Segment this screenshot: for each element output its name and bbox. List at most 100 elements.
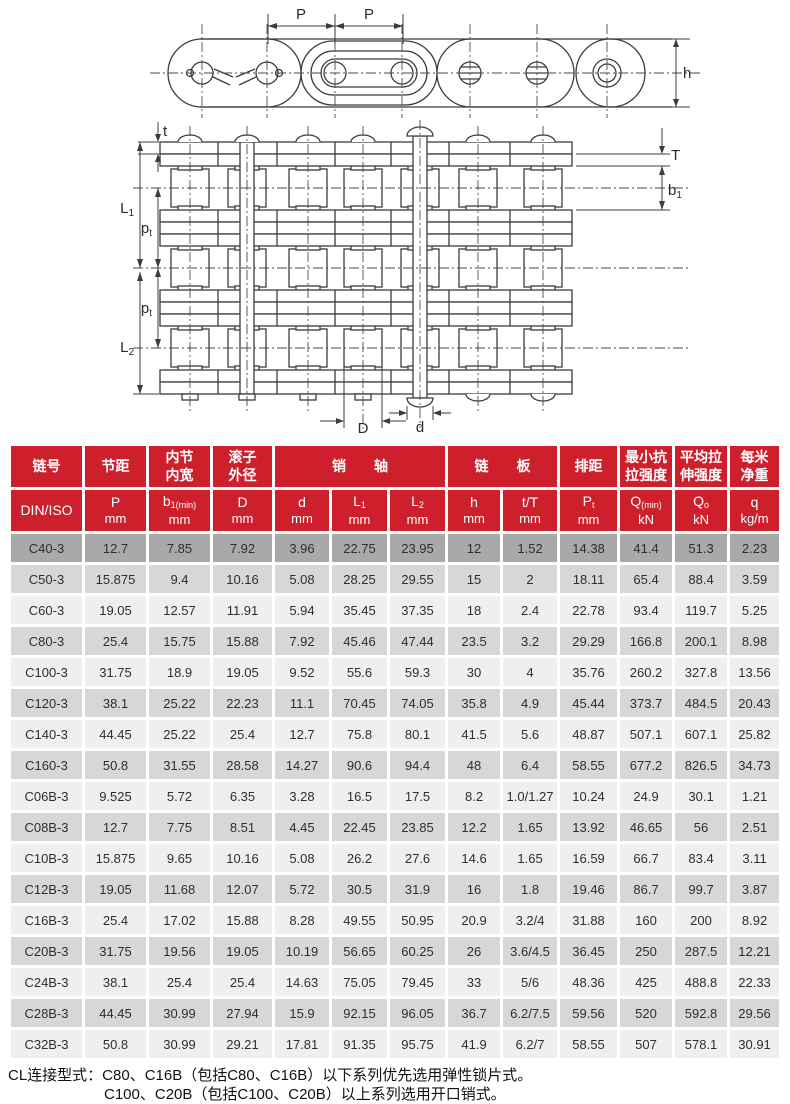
value-cell: 12.57 (149, 596, 210, 624)
chain-no-cell: C12B-3 (11, 875, 82, 903)
value-cell: 8.98 (730, 627, 780, 655)
value-cell: 29.21 (213, 1030, 272, 1058)
value-cell: 60.25 (390, 937, 446, 965)
value-cell: 30.91 (730, 1030, 780, 1058)
value-cell: 19.05 (85, 875, 146, 903)
column-header: L2 mm (390, 490, 446, 531)
table-body: C40-3 12.7 7.85 7.92 3.96 22.75 23.95 12 1.52 14.… (11, 534, 780, 1058)
dimension-T: T (576, 128, 680, 167)
value-cell: 95.75 (390, 1030, 446, 1058)
dim-label-b1: b1 (668, 182, 682, 201)
value-cell: 12.7 (85, 813, 146, 841)
dimension-L2: L2 (120, 272, 159, 395)
value-cell: 18 (448, 596, 501, 624)
value-cell: 19.56 (149, 937, 210, 965)
value-cell: 56.65 (332, 937, 387, 965)
value-cell: 5.25 (730, 596, 780, 624)
value-cell: 58.55 (560, 1030, 618, 1058)
value-cell: 31.55 (149, 751, 210, 779)
table-row: C100-3 31.75 18.9 19.05 9.52 55.6 59.3 30 4 35.76… (11, 658, 780, 686)
column-group-header: 滚子 外径 (213, 446, 272, 487)
value-cell: 94.4 (390, 751, 446, 779)
value-cell: 22.78 (560, 596, 618, 624)
value-cell: 14.6 (448, 844, 501, 872)
value-cell: 56 (675, 813, 728, 841)
column-header: b1(min) mm (149, 490, 210, 531)
value-cell: 1.8 (503, 875, 558, 903)
dim-label-d: d (416, 419, 424, 436)
value-cell: 250 (620, 937, 673, 965)
value-cell: 96.05 (390, 999, 446, 1027)
chain-no-cell: C140-3 (11, 720, 82, 748)
value-cell: 373.7 (620, 689, 673, 717)
value-cell: 59.56 (560, 999, 618, 1027)
note-line-1: CL连接型式：C80、C16B（包括C80、C16B）以下系列优先选用弹性锁片式… (8, 1067, 533, 1084)
chain-no-cell: C32B-3 (11, 1030, 82, 1058)
value-cell: 12.2 (448, 813, 501, 841)
value-cell: 41.9 (448, 1030, 501, 1058)
dim-label-pt2: pt (141, 300, 152, 319)
table-row: C60-3 19.05 12.57 11.91 5.94 35.45 37.35 18 2.4 2… (11, 596, 780, 624)
value-cell: 10.19 (275, 937, 329, 965)
value-cell: 12.07 (213, 875, 272, 903)
value-cell: 16 (448, 875, 501, 903)
value-cell: 607.1 (675, 720, 728, 748)
table-row: C08B-3 12.7 7.75 8.51 4.45 22.45 23.85 12.2 1.65… (11, 813, 780, 841)
value-cell: 8.2 (448, 782, 501, 810)
value-cell: 41.4 (620, 534, 673, 562)
value-cell: 92.15 (332, 999, 387, 1027)
value-cell: 425 (620, 968, 673, 996)
dimension-pt2: pt (141, 268, 161, 348)
column-group-header: 链号 (11, 446, 82, 487)
dim-label-p2: P (364, 6, 374, 23)
value-cell: 5.72 (275, 875, 329, 903)
value-cell: 18.11 (560, 565, 618, 593)
value-cell: 10.16 (213, 565, 272, 593)
value-cell: 35.8 (448, 689, 501, 717)
value-cell: 14.63 (275, 968, 329, 996)
value-cell: 12 (448, 534, 501, 562)
value-cell: 5.6 (503, 720, 558, 748)
dimension-plate-height: h (648, 38, 691, 108)
dim-label-T: T (671, 147, 680, 164)
cotter-pin-icon (185, 68, 284, 86)
value-cell: 200 (675, 906, 728, 934)
value-cell: 160 (620, 906, 673, 934)
value-cell: 5/6 (503, 968, 558, 996)
column-group-header: 最小抗 拉强度 (620, 446, 673, 487)
value-cell: 592.8 (675, 999, 728, 1027)
value-cell: 1.65 (503, 844, 558, 872)
value-cell: 9.65 (149, 844, 210, 872)
chain-no-cell: C160-3 (11, 751, 82, 779)
table-row: C80-3 25.4 15.75 15.88 7.92 45.46 47.44 23.5 3.2… (11, 627, 780, 655)
dim-label-D: D (358, 420, 369, 437)
value-cell: 11.1 (275, 689, 329, 717)
value-cell: 48.87 (560, 720, 618, 748)
value-cell: 31.75 (85, 658, 146, 686)
value-cell: 28.25 (332, 565, 387, 593)
dimension-t: t (138, 122, 168, 172)
dimension-D: D (320, 340, 406, 437)
value-cell: 4.9 (503, 689, 558, 717)
column-header: Q(min) kN (620, 490, 673, 531)
value-cell: 26.2 (332, 844, 387, 872)
value-cell: 37.35 (390, 596, 446, 624)
value-cell: 58.55 (560, 751, 618, 779)
value-cell: 3.2/4 (503, 906, 558, 934)
value-cell: 19.05 (213, 937, 272, 965)
value-cell: 15.875 (85, 565, 146, 593)
value-cell: 15.75 (149, 627, 210, 655)
value-cell: 27.6 (390, 844, 446, 872)
value-cell: 45.46 (332, 627, 387, 655)
value-cell: 22.45 (332, 813, 387, 841)
value-cell: 20.9 (448, 906, 501, 934)
value-cell: 29.29 (560, 627, 618, 655)
value-cell: 7.75 (149, 813, 210, 841)
value-cell: 50.8 (85, 751, 146, 779)
value-cell: 35.45 (332, 596, 387, 624)
value-cell: 75.8 (332, 720, 387, 748)
value-cell: 260.2 (620, 658, 673, 686)
value-cell: 2.4 (503, 596, 558, 624)
value-cell: 25.4 (85, 627, 146, 655)
value-cell: 23.95 (390, 534, 446, 562)
